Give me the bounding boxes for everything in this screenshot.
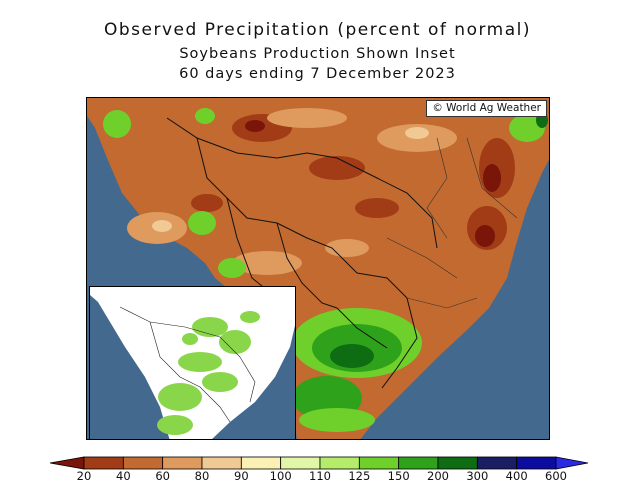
scale-tick-label: 150 [387, 469, 410, 483]
scale-cell [476, 456, 518, 470]
scale-tick-label: 60 [155, 469, 170, 483]
scale-cell [516, 456, 557, 470]
scale-cell [280, 456, 321, 470]
scale-tick-label: 110 [309, 469, 331, 483]
soybean-production-areas [157, 311, 260, 435]
scale-tick-label: 40 [116, 469, 131, 483]
scale-cell [122, 456, 164, 470]
state-borders [386, 137, 518, 309]
scale-cell [437, 456, 478, 470]
scale-cell [201, 456, 242, 470]
precipitation-map: © World Ag Weather [86, 97, 550, 440]
scale-arrow-low [49, 456, 85, 470]
scale-tick-label: 200 [427, 469, 449, 483]
color-scale-bar [49, 456, 589, 470]
scale-cell [398, 456, 439, 470]
scale-tick-label: 600 [545, 469, 567, 483]
map-subtitle: Soybeans Production Shown Inset [179, 46, 456, 62]
scale-cell [319, 456, 360, 470]
scale-tick-label: 400 [505, 469, 528, 483]
very-dry-areas [245, 120, 501, 247]
scale-tick-label: 125 [348, 469, 371, 483]
inset-canvas [90, 287, 295, 439]
scale-cell [358, 456, 400, 470]
scale-cell [240, 456, 282, 470]
scale-tick-label: 20 [76, 469, 92, 483]
inset-borders [119, 306, 256, 423]
land-mass [87, 98, 549, 439]
scale-cell [162, 456, 203, 470]
scale-tick-label: 300 [466, 469, 489, 483]
scale-tick-label: 100 [269, 469, 292, 483]
map-title: Observed Precipitation (percent of norma… [104, 20, 531, 40]
scale-arrow-high [555, 456, 589, 470]
wet-areas [103, 108, 548, 432]
scale-tick-label: 80 [194, 469, 210, 483]
map-period: 60 days ending 7 December 2023 [179, 66, 456, 82]
normal-areas [152, 127, 429, 232]
scale-tick-label: 90 [234, 469, 249, 483]
scale-cell [83, 456, 124, 470]
map-canvas [87, 98, 549, 439]
soybean-production-inset [89, 286, 296, 440]
copyright-credit: © World Ag Weather [426, 100, 547, 117]
dry-areas [191, 114, 515, 250]
